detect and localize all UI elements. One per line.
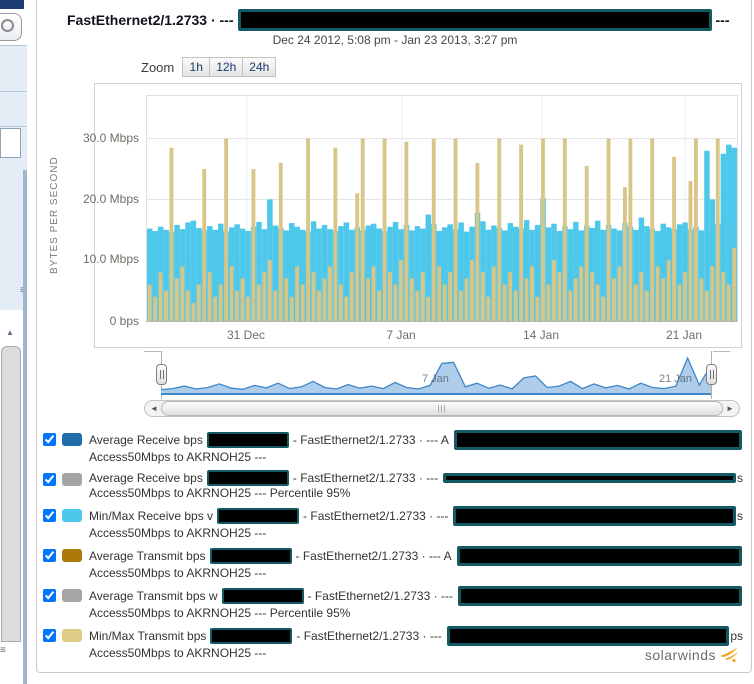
page-title: FastEthernet2/1.2733 · --- (67, 12, 234, 28)
legend-text: Min/Max Receive bps v (89, 508, 214, 523)
legend-text: Min/Max Transmit bps (89, 628, 207, 643)
redaction-bar (206, 470, 289, 486)
scrollbar-thumb[interactable]: ||| (161, 401, 723, 416)
legend-text: Average Receive bps (89, 470, 203, 485)
navigator-mini-chart[interactable] (161, 353, 711, 397)
solarwinds-swoosh-icon (720, 647, 738, 663)
y-tick-20: 20.0 Mbps (82, 192, 139, 206)
scroll-right-icon[interactable]: ► (726, 404, 734, 413)
legend-text: - FastEthernet2/1.2733 · --- (307, 588, 453, 603)
panel-divider (23, 170, 27, 684)
redaction-bar (453, 506, 736, 526)
side-input-fragment[interactable] (0, 128, 21, 158)
chart-legend: Average Receive bps - FastEthernet2/1.273… (43, 430, 743, 666)
redaction-bar (217, 508, 300, 524)
zoom-12h-button[interactable]: 12h (210, 57, 244, 77)
legend-text: Average Transmit bps (89, 548, 206, 563)
legend-text: - FastEthernet2/1.2733 · --- A (292, 432, 449, 447)
series-swatch (62, 589, 82, 602)
redaction-bar (456, 546, 742, 566)
legend-checkbox[interactable] (43, 589, 56, 602)
page-title-suffix: --- (715, 12, 730, 28)
zoom-controls: Zoom 1h 12h 24h (141, 57, 277, 77)
series-swatch (62, 549, 82, 562)
title-row: FastEthernet2/1.2733 · --- --- (67, 8, 743, 32)
legend-row-avg-receive-95: Average Receive bps - FastEthernet2/1.273… (43, 470, 743, 501)
grip-icon: ≡ (0, 645, 6, 656)
scroll-up-icon[interactable]: ▲ (6, 328, 14, 337)
left-app-edge: ≡ ▲ ≡ (0, 0, 30, 684)
legend-row-minmax-receive: Min/Max Receive bps v - FastEthernet2/1.2… (43, 506, 743, 541)
legend-text: - FastEthernet2/1.2733 · --- A (295, 548, 452, 563)
legend-text-line2: Access50Mbps to AKRNOH25 --- (89, 566, 267, 580)
chart-resource-panel: FastEthernet2/1.2733 · --- --- Dec 24 20… (36, 0, 752, 673)
legend-row-avg-transmit-95: Average Transmit bps w - FastEthernet2/1.… (43, 586, 743, 621)
legend-checkbox[interactable] (43, 509, 56, 522)
pushpin-button[interactable] (0, 13, 22, 41)
x-tick-7jan: 7 Jan (386, 328, 416, 342)
chart-scrollbar[interactable]: ◄ ||| ► (144, 400, 740, 417)
legend-text: - FastEthernet2/1.2733 · --- (303, 508, 449, 523)
redaction-bar (221, 588, 304, 604)
legend-text: - FastEthernet2/1.2733 · --- (292, 470, 439, 485)
x-tick-31dec: 31 Dec (226, 328, 266, 342)
series-swatch (62, 629, 82, 642)
legend-text-line2: Access50Mbps to AKRNOH25 --- (89, 646, 267, 660)
legend-text: - FastEthernet2/1.2733 · --- (296, 628, 442, 643)
bandwidth-chart (147, 96, 737, 321)
legend-text: Average Transmit bps w (89, 588, 218, 603)
scroll-left-icon[interactable]: ◄ (150, 404, 158, 413)
legend-text-line2: Access50Mbps to AKRNOH25 --- Percentile … (89, 486, 351, 500)
magnifier-icon (0, 16, 17, 35)
redaction-bar (206, 432, 289, 448)
legend-checkbox[interactable] (43, 473, 56, 486)
legend-text-line2: Access50Mbps to AKRNOH25 --- (89, 450, 267, 464)
redaction-bar (210, 628, 293, 644)
navigator-right-handle[interactable] (706, 364, 717, 385)
side-scrollbar[interactable] (1, 346, 21, 642)
legend-checkbox[interactable] (43, 549, 56, 562)
legend-text: Average Receive bps (89, 432, 203, 447)
redaction-bar (209, 548, 292, 564)
navigator-label-7jan: 7 Jan (422, 373, 449, 385)
legend-row-minmax-transmit: Min/Max Transmit bps - FastEthernet2/1.27… (43, 626, 743, 661)
series-swatch (62, 509, 82, 522)
grip-icon: ≡ (20, 285, 26, 296)
navigator-label-21jan: 21 Jan (659, 373, 693, 385)
redaction-bar (457, 586, 742, 606)
redaction-bar (237, 9, 712, 31)
app-header-fragment (0, 0, 24, 9)
footer-brand: solarwinds (645, 647, 739, 663)
legend-checkbox[interactable] (43, 433, 56, 446)
series-swatch (62, 473, 82, 486)
scrollbar-grip-icon: ||| (437, 404, 447, 413)
x-tick-14jan: 14 Jan (522, 328, 560, 342)
timeline-navigator: 7 Jan 21 Jan (144, 351, 740, 399)
y-tick-0: 0 bps (109, 314, 139, 328)
y-tick-10: 10.0 Mbps (82, 252, 139, 266)
solarwinds-logo-text: solarwinds (644, 647, 716, 663)
plot-area[interactable] (146, 95, 738, 322)
zoom-1h-button[interactable]: 1h (182, 57, 211, 77)
redaction-bar (443, 473, 736, 483)
y-axis-title: BYTES PER SECOND (49, 156, 60, 274)
zoom-label: Zoom (141, 59, 175, 75)
legend-text-line2: Access50Mbps to AKRNOH25 --- (89, 526, 267, 540)
series-swatch (62, 433, 82, 446)
zoom-24h-button[interactable]: 24h (243, 57, 277, 77)
legend-text-line2: Access50Mbps to AKRNOH25 --- Percentile … (89, 606, 351, 620)
legend-checkbox[interactable] (43, 629, 56, 642)
redaction-bar (453, 430, 742, 450)
x-tick-21jan: 21 Jan (665, 328, 703, 342)
legend-row-avg-transmit: Average Transmit bps - FastEthernet2/1.27… (43, 546, 743, 581)
side-panel-fragment (0, 45, 27, 310)
navigator-left-handle[interactable] (156, 364, 167, 385)
redaction-bar (446, 626, 730, 646)
date-range: Dec 24 2012, 5:08 pm - Jan 23 2013, 3:27… (272, 33, 518, 47)
y-tick-30: 30.0 Mbps (82, 131, 139, 145)
legend-row-avg-receive: Average Receive bps - FastEthernet2/1.273… (43, 430, 743, 465)
